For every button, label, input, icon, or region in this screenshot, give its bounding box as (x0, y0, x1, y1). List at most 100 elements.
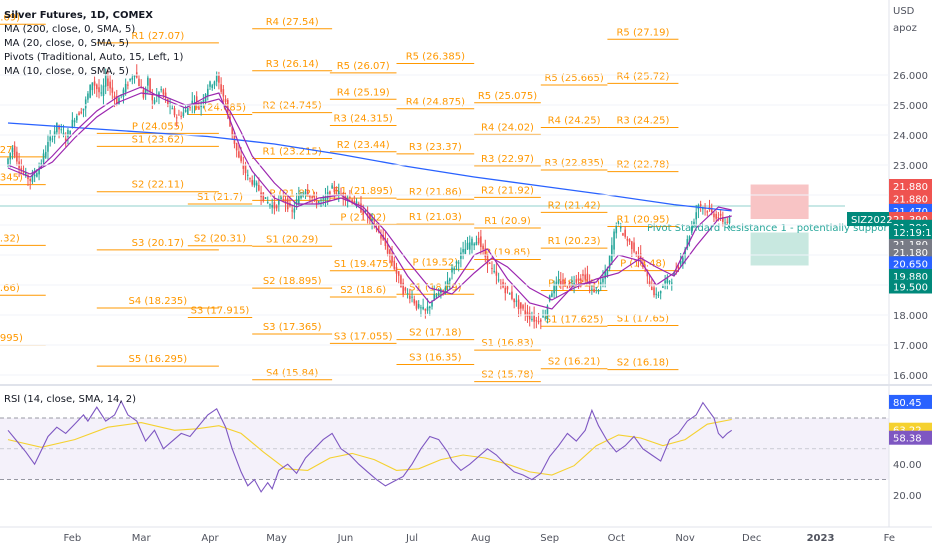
pivot-label: R3 (24.25) (616, 116, 669, 127)
candle-body (115, 96, 118, 105)
candle-body (710, 207, 713, 212)
legend-ma20: MA (20, close, 0, SMA, 5) (4, 38, 129, 49)
price-tag (889, 279, 932, 294)
candle-body (373, 220, 376, 222)
rsi-tags: 80.4563.2258.38 (889, 394, 932, 445)
candle-body (320, 199, 322, 201)
candle-body (51, 138, 54, 140)
rsi-tag-label: 58.38 (893, 434, 922, 445)
ma20-line (7, 92, 732, 301)
candle-body (564, 282, 567, 284)
candle-body (613, 231, 615, 250)
candle-body (27, 175, 29, 180)
candle-body (524, 310, 527, 315)
price-tag (889, 256, 932, 271)
rsi-pane[interactable] (0, 399, 889, 493)
candle-body (717, 217, 720, 219)
candle-body (726, 221, 729, 223)
candle-body (300, 195, 302, 199)
price-pane[interactable]: R2 (27.69) P (23.27) S1 (22.345) S2 (20.32)… (0, 12, 918, 383)
candle-body (442, 290, 444, 292)
symbol-tag[interactable] (847, 212, 889, 226)
candle-body (76, 115, 78, 121)
candle-body (133, 75, 136, 78)
rsi-tag (889, 394, 932, 409)
time-tick-label: 2023 (807, 533, 835, 544)
rsi-legend: RSI (14, close, SMA, 14, 2) (4, 394, 136, 405)
candle-body (291, 210, 293, 212)
candle-body (602, 278, 604, 283)
price-tick-label: 23.000 (893, 161, 928, 172)
candle-body (11, 147, 14, 153)
pivot-label: R5 (25.665) (544, 73, 603, 84)
candle-body (184, 109, 187, 112)
pivot-label: S1 (17.65) (617, 314, 669, 325)
candle-body (531, 318, 533, 320)
price-tag-label: 21.880 (893, 182, 928, 193)
pivot-label: R4 (24.875) (406, 97, 465, 108)
candle-body (371, 218, 373, 221)
candle-body (500, 283, 502, 285)
price-axis[interactable]: USD apoz 16.00017.00018.00019.00020.0002… (0, 0, 932, 527)
pivot-label: S1 (21.7) (197, 192, 243, 203)
pivot-label: R1 (21.03) (409, 212, 462, 223)
candle-body (615, 224, 618, 234)
candle-body (180, 115, 182, 117)
candle-body (631, 241, 633, 250)
candle-body (533, 314, 535, 322)
candle-body (515, 300, 518, 302)
candle-body (608, 255, 611, 269)
pivot-label: R5 (26.385) (406, 51, 465, 62)
candle-body (377, 225, 380, 232)
candle-body (56, 122, 58, 133)
candle-body (282, 198, 285, 200)
candle-body (662, 286, 664, 288)
candle-body (233, 132, 236, 144)
candle-body (706, 211, 709, 213)
candle-body (36, 173, 38, 177)
candle-body (464, 248, 467, 255)
candle-body (113, 95, 116, 99)
candle-body (329, 191, 331, 196)
candle-body (284, 198, 287, 204)
candle-body (431, 301, 433, 307)
candle-body (31, 174, 34, 182)
price-tick-label: 26.000 (893, 71, 928, 82)
candle-body (147, 77, 149, 86)
pivot-label: S1 (16.83) (481, 338, 533, 349)
pivot-label: R1 (23.215) (263, 147, 322, 158)
candle-body (255, 182, 258, 186)
candle-body (573, 282, 575, 285)
candle-body (40, 163, 43, 165)
pivot-label: S4 (15.84) (266, 368, 318, 379)
price-tag (889, 245, 932, 259)
price-tag-label: 20.650 (893, 259, 928, 270)
take-profit-zone (750, 232, 809, 266)
candle-body (324, 196, 327, 201)
pivot-label: S3 (17.055) (334, 331, 393, 342)
candle-body (195, 96, 198, 102)
candle-body (73, 120, 76, 123)
candle-body (162, 89, 165, 95)
candle-body (599, 282, 602, 285)
candle-body (493, 270, 495, 272)
candle-body (577, 278, 580, 281)
candle-body (275, 205, 278, 209)
pivot-label: P (24.685) (194, 102, 246, 113)
candle-body (637, 255, 640, 259)
candle-body (582, 273, 584, 276)
candle-body (553, 285, 555, 294)
candle-body (513, 298, 515, 303)
pivot-label: R1 (21.895) (334, 186, 393, 197)
candle-body (264, 197, 267, 199)
pivot-label: R3 (22.97) (481, 154, 534, 165)
candle-body (315, 200, 318, 204)
candle-body (544, 317, 547, 319)
candle-body (642, 264, 644, 268)
candle-body (568, 282, 571, 287)
time-axis[interactable]: Feb Mar Apr May Jun Jul Aug Sep Oct Nov Dec 2023 Fe (0, 526, 932, 544)
candle-body (24, 171, 27, 176)
candle-body (22, 171, 25, 173)
candle-body (198, 107, 200, 110)
